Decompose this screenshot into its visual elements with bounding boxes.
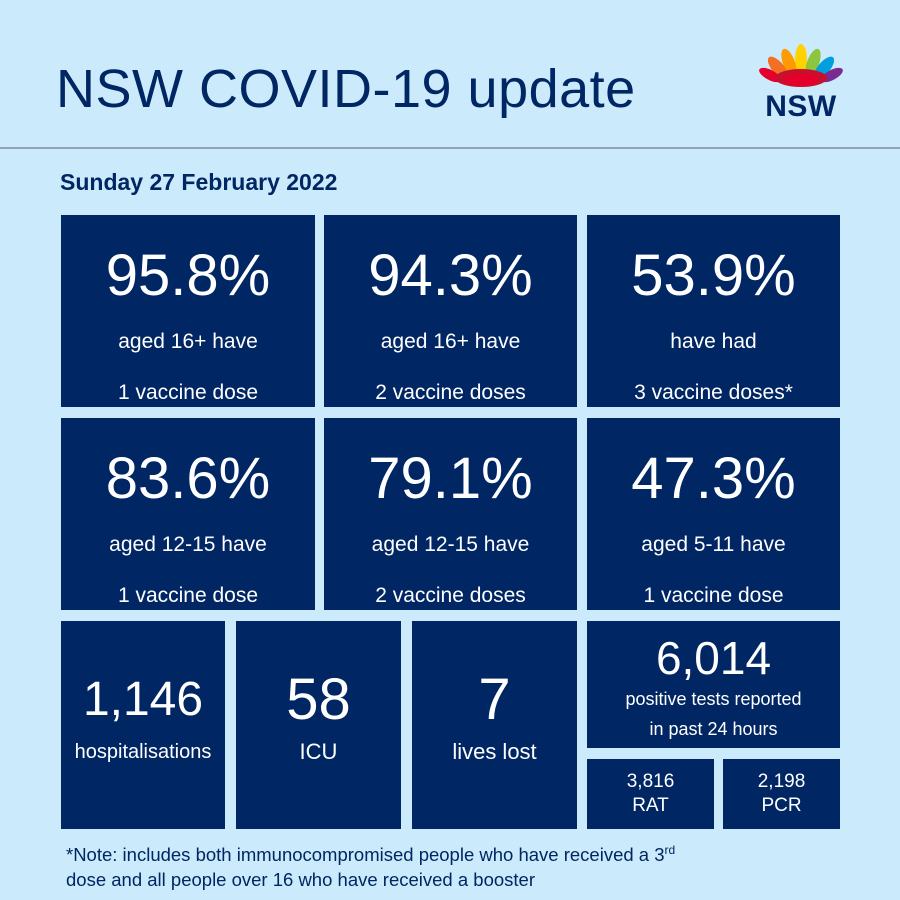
report-date: Sunday 27 February 2022: [60, 169, 338, 195]
tile-label: RAT: [632, 795, 669, 816]
rat-tile: 3,816 RAT: [587, 759, 714, 829]
vaccine-tile-dose3: 53.9% have had 3 vaccine doses*: [587, 215, 840, 407]
tile-label: have had: [670, 330, 757, 353]
hospitalisations-tile: 1,146 hospitalisations: [61, 621, 225, 829]
icu-tile: 58 ICU: [236, 621, 401, 829]
tile-value: 94.3%: [368, 243, 533, 308]
page-title: NSW COVID-19 update: [56, 59, 636, 119]
tile-label: aged 16+ have: [380, 330, 521, 353]
tile-value: 6,014: [655, 632, 772, 684]
footnote-superscript: rd: [664, 843, 676, 857]
tile-value: 58: [286, 667, 351, 732]
lives-lost-tile: 7 lives lost: [412, 621, 577, 829]
tile-label: 1 vaccine dose: [117, 381, 259, 404]
tile-label: ICU: [299, 739, 338, 764]
tile-value: 1,146: [82, 673, 204, 726]
logo-text: NSW: [765, 90, 837, 123]
tile-value: 95.8%: [105, 243, 271, 308]
tile-label: 1 vaccine dose: [643, 584, 784, 607]
vaccine-tile-12to15-dose1: 83.6% aged 12-15 have 1 vaccine dose: [61, 418, 315, 610]
tile-value: 47.3%: [631, 446, 796, 511]
positive-tests-tile: 6,014 positive tests reported in past 24…: [587, 621, 840, 748]
footnote: *Note: includes both immunocompromised p…: [66, 838, 866, 892]
tile-label: 2 vaccine doses: [375, 584, 526, 607]
tile-label: aged 5-11 have: [641, 533, 786, 556]
tile-value: 79.1%: [368, 446, 533, 511]
nsw-logo: NSW: [756, 40, 846, 124]
tile-value: 53.9%: [631, 243, 796, 308]
tile-value: 3,816: [626, 771, 675, 792]
tile-label: aged 16+ have: [118, 330, 258, 353]
tile-label: in past 24 hours: [649, 719, 778, 739]
footnote-text: *Note: includes both immunocompromised p…: [66, 844, 665, 866]
tile-label: aged 12-15 have: [371, 533, 530, 556]
vaccine-tile-16plus-dose2: 94.3% aged 16+ have 2 vaccine doses: [324, 215, 577, 407]
tile-label: hospitalisations: [74, 741, 212, 763]
tile-value: 7: [478, 667, 511, 732]
tile-label: 1 vaccine dose: [117, 584, 259, 607]
tile-label: positive tests reported: [625, 689, 802, 709]
tile-value: 2,198: [757, 771, 806, 792]
vaccine-tile-12to15-dose2: 79.1% aged 12-15 have 2 vaccine doses: [324, 418, 577, 610]
waratah-icon: [759, 44, 843, 87]
tile-label: 2 vaccine doses: [375, 381, 526, 404]
pcr-tile: 2,198 PCR: [723, 759, 840, 829]
tile-value: 83.6%: [105, 446, 271, 511]
tile-label: PCR: [761, 795, 802, 816]
tile-label: aged 12-15 have: [109, 533, 267, 556]
tile-label: 3 vaccine doses*: [634, 381, 793, 404]
vaccine-tile-5to11-dose1: 47.3% aged 5-11 have 1 vaccine dose: [587, 418, 840, 610]
tile-label: lives lost: [452, 739, 537, 764]
header-divider: [0, 147, 900, 149]
vaccine-tile-16plus-dose1: 95.8% aged 16+ have 1 vaccine dose: [61, 215, 315, 407]
footnote-text: dose and all people over 16 who have rec…: [66, 869, 535, 891]
